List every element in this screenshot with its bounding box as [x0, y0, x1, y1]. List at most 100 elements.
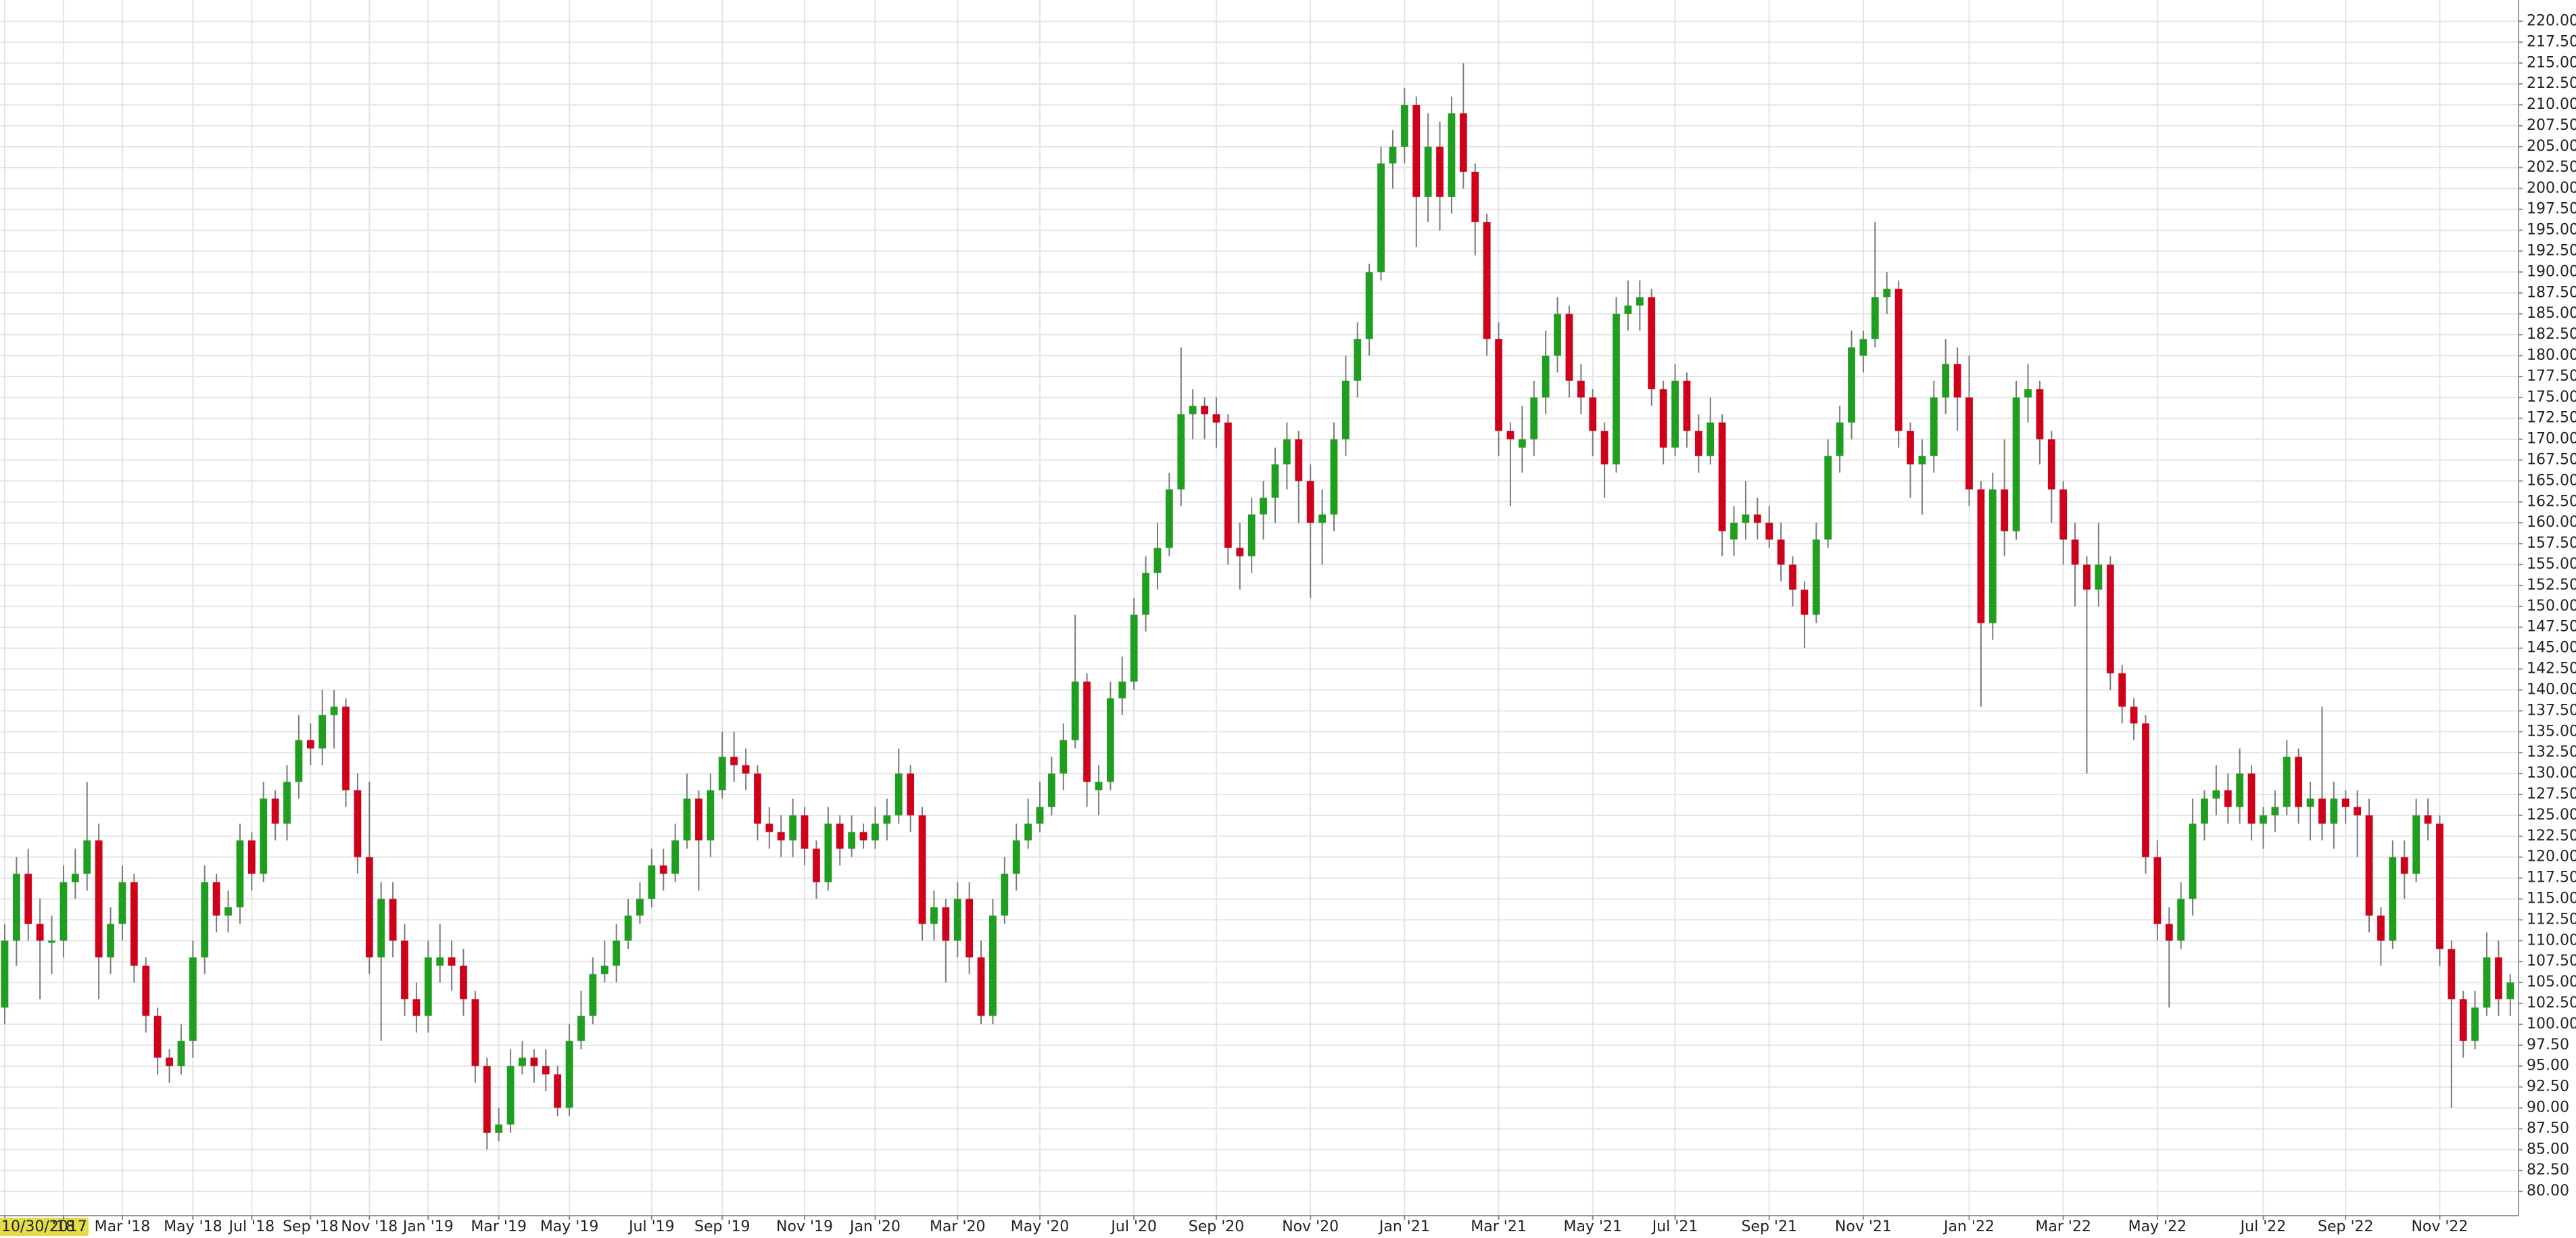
- candle-body: [2177, 899, 2185, 941]
- candle-body: [695, 799, 702, 840]
- candle-body: [342, 707, 350, 790]
- candle-body: [589, 974, 597, 1016]
- y-tick-label: 137.50: [2527, 702, 2576, 719]
- candle-body: [1883, 289, 1891, 297]
- y-tick-label: 192.50: [2527, 242, 2576, 259]
- x-tick-label: Nov '21: [1835, 1218, 1892, 1235]
- candle-body: [460, 966, 467, 999]
- candle-body: [848, 832, 856, 849]
- candle-body: [2495, 957, 2502, 999]
- candle-body: [1589, 397, 1597, 431]
- candle-body: [2130, 707, 2138, 723]
- candle-body: [412, 999, 421, 1016]
- x-tick-label: Mar '18: [95, 1218, 151, 1235]
- candle-body: [177, 1041, 185, 1066]
- y-tick-label: 157.50: [2527, 535, 2576, 552]
- y-tick-label: 177.50: [2527, 368, 2576, 385]
- y-tick-label: 130.00: [2527, 765, 2576, 782]
- candle-body: [71, 874, 79, 882]
- y-tick-label: 90.00: [2527, 1099, 2569, 1116]
- y-tick-label: 107.50: [2527, 953, 2576, 970]
- y-tick-label: 127.50: [2527, 786, 2576, 803]
- y-tick-label: 82.50: [2527, 1162, 2569, 1179]
- candle-body: [1012, 840, 1020, 874]
- candle-body: [836, 824, 844, 849]
- y-tick-label: 190.00: [2527, 263, 2576, 280]
- y-tick-label: 165.00: [2527, 472, 2576, 489]
- candle-body: [2153, 857, 2162, 924]
- candle-body: [1189, 406, 1197, 414]
- candle-body: [295, 740, 303, 782]
- candle-body: [2506, 982, 2514, 999]
- candle-body: [36, 924, 44, 941]
- x-tick-label: May '18: [164, 1218, 222, 1235]
- candle-body: [260, 799, 268, 874]
- candle-body: [2118, 673, 2126, 707]
- y-tick-label: 152.50: [2527, 577, 2576, 594]
- candle-body: [683, 799, 691, 840]
- x-tick-label: Jan '20: [849, 1218, 901, 1235]
- candle-body: [519, 1057, 526, 1066]
- candle-body: [107, 924, 114, 958]
- candle-body: [118, 882, 126, 924]
- candle-body: [2483, 957, 2491, 1008]
- candle-body: [2036, 389, 2044, 439]
- candle-body: [977, 957, 985, 1016]
- candle-body: [1471, 172, 1479, 222]
- candle-body: [212, 882, 220, 916]
- y-tick-label: 125.00: [2527, 807, 2576, 824]
- candle-body: [389, 899, 397, 941]
- candle-body: [24, 874, 32, 924]
- candle-body: [1341, 381, 1350, 439]
- candle-body: [1107, 698, 1114, 782]
- candle-body: [365, 857, 373, 958]
- candle-body: [742, 765, 750, 774]
- candle-body: [1742, 514, 1750, 523]
- candle-body: [1459, 113, 1467, 172]
- y-tick-label: 202.50: [2527, 159, 2576, 176]
- x-tick-label: May '22: [2128, 1218, 2187, 1235]
- candle-body: [1095, 782, 1103, 790]
- x-tick-label: Nov '20: [1282, 1218, 1339, 1235]
- candle-body: [1554, 314, 1561, 356]
- y-tick-label: 215.00: [2527, 54, 2576, 71]
- y-tick-label: 120.00: [2527, 849, 2576, 865]
- candle-body: [2083, 565, 2091, 590]
- candle-body: [554, 1074, 562, 1108]
- candle-body: [424, 957, 432, 1016]
- candle-body: [1894, 289, 1903, 431]
- candle-body: [1048, 773, 1055, 807]
- candle-body: [2071, 539, 2079, 565]
- y-tick-label: 195.00: [2527, 222, 2576, 239]
- candle-body: [1412, 105, 1421, 197]
- candle-body: [2001, 489, 2009, 531]
- y-tick-label: 110.00: [2527, 932, 2576, 949]
- y-tick-label: 212.50: [2527, 75, 2576, 92]
- candle-body: [777, 832, 785, 840]
- candle-body: [330, 707, 338, 715]
- candle-body: [2341, 799, 2350, 807]
- y-tick-label: 97.50: [2527, 1037, 2569, 1053]
- candle-body: [1965, 397, 1973, 490]
- candle-body: [2412, 815, 2420, 874]
- candle-body: [1848, 347, 1855, 423]
- candle-body: [648, 865, 656, 899]
- x-tick-label: Sep '20: [1189, 1218, 1245, 1235]
- y-tick-label: 140.00: [2527, 681, 2576, 698]
- candle-body: [2095, 565, 2103, 590]
- candle-body: [1377, 163, 1385, 272]
- candle-body: [2330, 799, 2338, 824]
- x-tick-label: Sep '18: [283, 1218, 339, 1235]
- candle-body: [671, 840, 679, 874]
- candle-body: [2436, 824, 2443, 949]
- y-tick-label: 102.50: [2527, 995, 2576, 1011]
- y-tick-label: 185.00: [2527, 305, 2576, 322]
- candle-body: [354, 790, 362, 857]
- candle-body: [2424, 815, 2432, 824]
- candle-body: [636, 899, 644, 916]
- candle-body: [2224, 790, 2232, 807]
- candle-body: [613, 941, 621, 966]
- y-tick-label: 150.00: [2527, 598, 2576, 615]
